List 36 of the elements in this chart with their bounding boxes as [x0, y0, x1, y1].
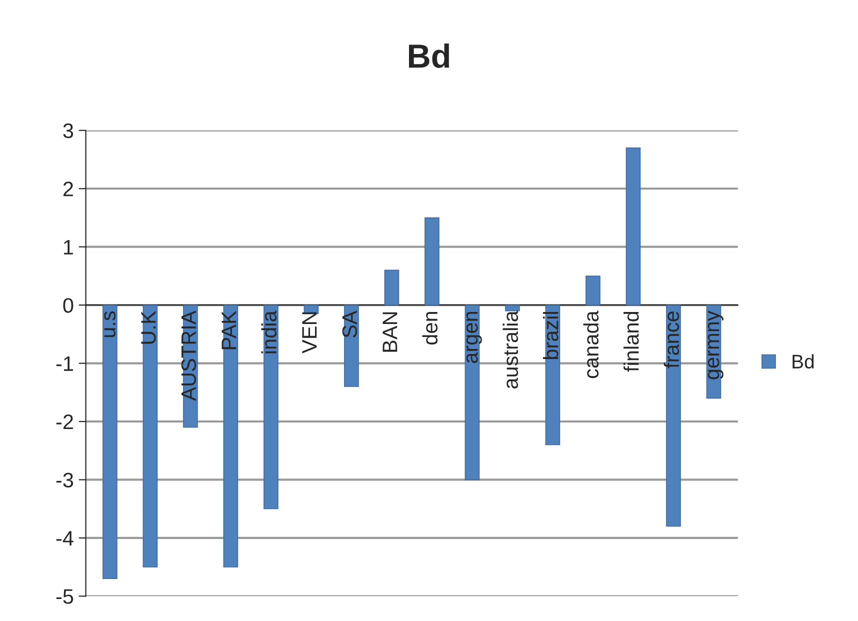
y-tick-label: 0	[63, 298, 74, 313]
y-tick-label: -5	[56, 589, 74, 604]
bar	[505, 304, 520, 312]
bar	[424, 217, 440, 306]
x-tick-label: BAN	[382, 312, 398, 352]
y-tick-label: -1	[56, 356, 73, 371]
bar	[384, 270, 400, 306]
x-tick-label: australia	[502, 310, 518, 388]
x-tick-label: canada	[583, 310, 599, 378]
y-tick-label: 1	[64, 240, 73, 254]
x-tick-label: france	[664, 312, 680, 368]
x-tick-label: SA	[342, 310, 358, 338]
x-tick-label: den	[422, 312, 438, 344]
bar	[102, 304, 118, 580]
y-tick-label: 2	[63, 182, 73, 196]
y-tick-label: -3	[56, 472, 74, 488]
x-tick-label: AUSTRIA	[181, 310, 196, 401]
x-tick-label: VEN	[302, 312, 317, 354]
bar	[586, 276, 600, 306]
x-tick-label: brazil	[543, 312, 558, 360]
x-tick-label: PAK	[222, 310, 236, 350]
x-tick-label: argen	[466, 312, 482, 364]
y-tick-label: -4	[56, 531, 74, 546]
y-tick-label: -2	[56, 414, 73, 430]
x-tick-label: finland	[624, 312, 639, 372]
chart-title: Bd	[409, 43, 450, 68]
x-tick-label: india	[261, 310, 277, 354]
legend-label: Bd	[792, 354, 814, 369]
x-tick-label: U.K	[141, 310, 156, 344]
bar	[626, 148, 641, 306]
bar	[344, 304, 359, 387]
x-tick-label: germny	[708, 310, 724, 380]
y-tick-label: 3	[63, 123, 74, 138]
bar	[223, 304, 238, 568]
x-tick-label: u.s	[104, 311, 116, 338]
bar	[142, 304, 158, 568]
